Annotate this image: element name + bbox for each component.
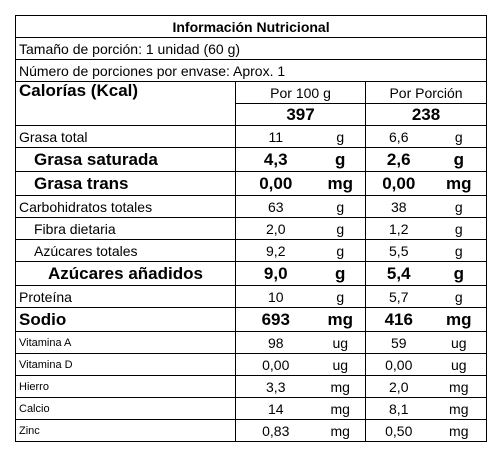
value-per-100g: 10: [235, 285, 316, 308]
unit-per-100g: g: [315, 239, 366, 262]
value-per-100g: 11: [235, 125, 316, 148]
unit-per-100g: g: [315, 285, 366, 308]
nutrient-name: Grasa total: [15, 125, 236, 148]
nutrient-name: Proteína: [15, 285, 236, 308]
unit-per-100g: mg: [315, 171, 366, 196]
nutrient-row: Grasa total 11 g 6,6 g: [15, 125, 488, 148]
nutrient-row: Fibra dietaria 2,0 g 1,2 g: [15, 217, 488, 240]
unit-per-portion: g: [431, 217, 488, 240]
value-per-portion: 0,50: [365, 419, 432, 442]
nutrient-name: Azúcares añadidos: [15, 261, 236, 286]
unit-per-100g: g: [315, 261, 366, 286]
value-per-100g: 98: [235, 331, 316, 354]
unit-per-portion: g: [431, 125, 488, 148]
value-per-portion: 6,6: [365, 125, 432, 148]
title: Información Nutricional: [14, 15, 488, 38]
value-per-portion: 8,1: [365, 397, 432, 420]
unit-per-100g: g: [315, 147, 366, 172]
value-per-portion: 5,5: [365, 239, 432, 262]
value-per-100g: 2,0: [235, 217, 316, 240]
nutrient-row: Proteína 10 g 5,7 g: [15, 285, 488, 308]
value-per-100g: 4,3: [235, 147, 316, 172]
unit-per-portion: mg: [431, 419, 488, 442]
unit-per-100g: ug: [315, 353, 366, 376]
nutrient-name: Calcio: [15, 397, 236, 420]
per-portion-header: Por Porción: [364, 81, 488, 104]
value-per-portion: 5,4: [365, 261, 432, 286]
unit-per-100g: g: [315, 217, 366, 240]
unit-per-portion: g: [431, 195, 488, 218]
calories-per-portion: 238: [364, 103, 488, 126]
nutrient-row: Vitamina A 98 ug 59 ug: [15, 331, 488, 354]
unit-per-portion: mg: [431, 307, 488, 332]
unit-per-portion: ug: [431, 353, 488, 376]
unit-per-100g: g: [315, 125, 366, 148]
serving-size: Tamaño de porción: 1 unidad (60 g): [14, 37, 488, 60]
per-100g-header: Por 100 g: [235, 81, 366, 104]
nutrient-name: Grasa trans: [15, 171, 236, 196]
unit-per-portion: ug: [431, 331, 488, 354]
value-per-portion: 5,7: [365, 285, 432, 308]
nutrient-row: Grasa trans 0,00 mg 0,00 mg: [15, 171, 488, 196]
unit-per-100g: mg: [315, 419, 366, 442]
value-per-100g: 9,2: [235, 239, 316, 262]
value-per-portion: 416: [365, 307, 432, 332]
nutrient-row: Grasa saturada 4,3 g 2,6 g: [15, 147, 488, 172]
value-per-portion: 59: [365, 331, 432, 354]
nutrient-name: Vitamina A: [15, 331, 236, 354]
nutrient-name: Grasa saturada: [15, 147, 236, 172]
value-per-portion: 0,00: [365, 171, 432, 196]
unit-per-portion: g: [431, 285, 488, 308]
value-per-portion: 0,00: [365, 353, 432, 376]
value-per-100g: 14: [235, 397, 316, 420]
value-per-100g: 63: [235, 195, 316, 218]
nutrient-name: Azúcares totales: [15, 239, 236, 262]
nutrient-name: Carbohidratos totales: [15, 195, 236, 218]
nutrient-row: Calcio 14 mg 8,1 mg: [15, 397, 488, 420]
unit-per-100g: mg: [315, 397, 366, 420]
unit-per-100g: g: [315, 195, 366, 218]
nutrient-row: Carbohidratos totales 63 g 38 g: [15, 195, 488, 218]
value-per-100g: 0,00: [235, 353, 316, 376]
nutrient-name: Sodio: [15, 307, 236, 332]
value-per-portion: 38: [365, 195, 432, 218]
unit-per-portion: mg: [431, 397, 488, 420]
unit-per-portion: mg: [431, 375, 488, 398]
unit-per-portion: mg: [431, 171, 488, 196]
nutrient-row: Azúcares añadidos 9,0 g 5,4 g: [15, 261, 488, 286]
value-per-100g: 0,83: [235, 419, 316, 442]
unit-per-portion: g: [431, 261, 488, 286]
calories-per-100g: 397: [235, 103, 366, 126]
value-per-100g: 9,0: [235, 261, 316, 286]
value-per-portion: 2,0: [365, 375, 432, 398]
nutrient-name: Fibra dietaria: [15, 217, 236, 240]
nutrient-name: Zinc: [15, 419, 236, 442]
nutrition-table: Información Nutricional Tamaño de porció…: [14, 15, 488, 442]
nutrient-row: Sodio 693 mg 416 mg: [15, 307, 488, 332]
unit-per-portion: g: [431, 239, 488, 262]
value-per-portion: 1,2: [365, 217, 432, 240]
servings-per-container: Número de porciones por envase: Aprox. 1: [14, 59, 488, 82]
value-per-100g: 0,00: [235, 171, 316, 196]
unit-per-100g: ug: [315, 331, 366, 354]
unit-per-100g: mg: [315, 375, 366, 398]
nutrient-name: Vitamina D: [15, 353, 236, 376]
unit-per-portion: g: [431, 147, 488, 172]
nutrient-row: Hierro 3,3 mg 2,0 mg: [15, 375, 488, 398]
value-per-portion: 2,6: [365, 147, 432, 172]
value-per-100g: 693: [235, 307, 316, 332]
calories-label: Calorías (Kcal): [15, 81, 236, 126]
unit-per-100g: mg: [315, 307, 366, 332]
nutrient-row: Azúcares totales 9,2 g 5,5 g: [15, 239, 488, 262]
nutrient-name: Hierro: [15, 375, 236, 398]
nutrient-row: Vitamina D 0,00 ug 0,00 ug: [15, 353, 488, 376]
nutrient-row: Zinc 0,83 mg 0,50 mg: [15, 419, 488, 442]
value-per-100g: 3,3: [235, 375, 316, 398]
